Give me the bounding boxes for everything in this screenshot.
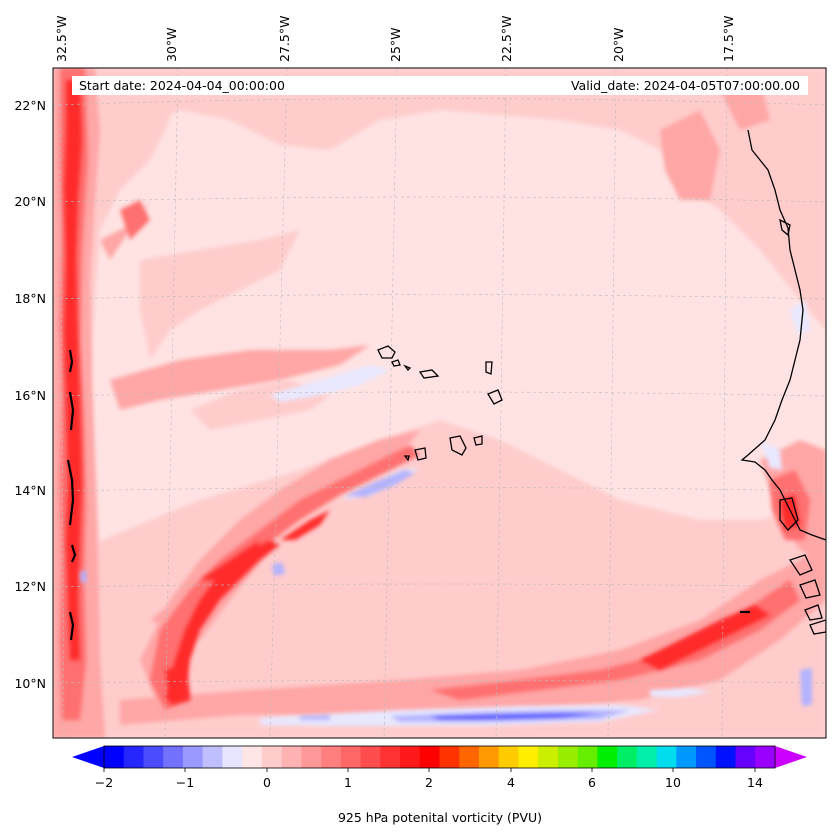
island-fogo <box>414 447 427 461</box>
lat-label: 12°N <box>14 579 46 594</box>
colorbar-swatch <box>143 746 164 768</box>
colorbar-swatch <box>557 746 579 768</box>
colorbar-swatch <box>755 746 776 768</box>
colorbar-swatch <box>439 746 460 768</box>
coastlines <box>377 129 826 635</box>
valid-date-label: Valid_date: 2024-04-05T07:00:00.00 <box>571 78 800 93</box>
lat-label: 22°N <box>14 98 46 113</box>
lat-label: 16°N <box>14 388 46 403</box>
colorbar-swatch <box>261 746 283 768</box>
graticule <box>53 68 826 738</box>
colorbar-extend-low <box>72 746 104 768</box>
colorbar-swatch <box>617 746 638 768</box>
colorbar-swatch <box>656 746 677 768</box>
start-date-label: Start date: 2024-04-04_00:00:00 <box>79 78 285 93</box>
colorbar-tick-label: 1 <box>344 775 352 790</box>
colorbar-swatch <box>459 746 480 768</box>
colorbar-outline <box>103 745 776 769</box>
colorbar-swatch <box>400 746 421 768</box>
colorbar-tick-label: 2 <box>425 775 433 790</box>
colorbar: −2 −1 0 1 2 4 6 10 14 925 hPa potenital vorticit… <box>72 745 807 825</box>
colorbar-swatch <box>222 746 243 768</box>
map-frame <box>52 67 827 739</box>
pv-contour-negative <box>80 300 812 726</box>
latitude-labels: 22°N 20°N 18°N 16°N 14°N 12°N 10°N <box>14 98 46 691</box>
lat-label: 18°N <box>14 291 46 306</box>
colorbar-swatch <box>577 746 598 768</box>
colorbar-swatch <box>242 746 263 768</box>
colorbar-swatch <box>301 746 322 768</box>
lon-label: 32.5°W <box>54 16 69 62</box>
colorbar-swatch <box>636 746 658 768</box>
africa-coast <box>740 129 826 541</box>
island-sal <box>485 361 493 375</box>
lon-label: 27.5°W <box>277 16 292 62</box>
colorbar-ticks: −2 −1 0 1 2 4 6 10 14 <box>95 768 763 790</box>
pv-extreme-contours <box>66 349 750 641</box>
colorbar-swatch <box>182 746 204 768</box>
colorbar-tick-label: 14 <box>747 775 763 790</box>
colorbar-tick-label: 10 <box>665 775 681 790</box>
map-area <box>53 68 826 738</box>
colorbar-swatch <box>478 746 500 768</box>
colorbar-swatch <box>202 746 223 768</box>
lat-label: 14°N <box>14 483 46 498</box>
colorbar-swatch <box>419 746 440 768</box>
colorbar-swatch <box>715 746 737 768</box>
lat-label: 10°N <box>14 676 46 691</box>
colorbar-tick-label: −1 <box>176 775 194 790</box>
colorbar-label: 925 hPa potenital vorticity (PVU) <box>338 810 542 825</box>
lon-label: 17.5°W <box>721 16 736 62</box>
island-santiago <box>449 435 467 456</box>
colorbar-swatch <box>538 746 559 768</box>
pv-contour-intense <box>64 80 800 705</box>
colorbar-swatch <box>163 746 184 768</box>
colorbar-swatch <box>123 746 144 768</box>
colorbar-swatch <box>321 746 342 768</box>
lon-label: 22.5°W <box>499 16 514 62</box>
colorbar-swatch <box>735 746 756 768</box>
island-boa-vista <box>487 389 503 405</box>
colorbar-tick-label: −2 <box>95 775 113 790</box>
colorbar-swatch <box>340 746 362 768</box>
longitude-labels: 32.5°W 30°W 27.5°W 25°W 22.5°W 20°W 17.5… <box>54 16 736 62</box>
colorbar-extend-high <box>775 746 807 768</box>
colorbar-swatches <box>104 746 776 768</box>
colorbar-swatch <box>360 746 381 768</box>
colorbar-swatch <box>597 746 618 768</box>
lon-label: 20°W <box>611 27 626 62</box>
colorbar-swatch <box>498 746 519 768</box>
colorbar-tick-label: 0 <box>263 775 271 790</box>
colorbar-swatch <box>518 746 539 768</box>
colorbar-tick-label: 6 <box>588 775 596 790</box>
colorbar-swatch <box>380 746 401 768</box>
colorbar-swatch <box>696 746 717 768</box>
lat-label: 20°N <box>14 194 46 209</box>
colorbar-tick-label: 4 <box>507 775 515 790</box>
lon-label: 30°W <box>164 27 179 62</box>
island-santo-antao <box>377 345 396 359</box>
colorbar-swatch <box>676 746 697 768</box>
colorbar-swatch <box>281 746 302 768</box>
colorbar-swatch <box>104 746 125 768</box>
lon-label: 25°W <box>388 27 403 62</box>
header-bar <box>72 76 808 95</box>
